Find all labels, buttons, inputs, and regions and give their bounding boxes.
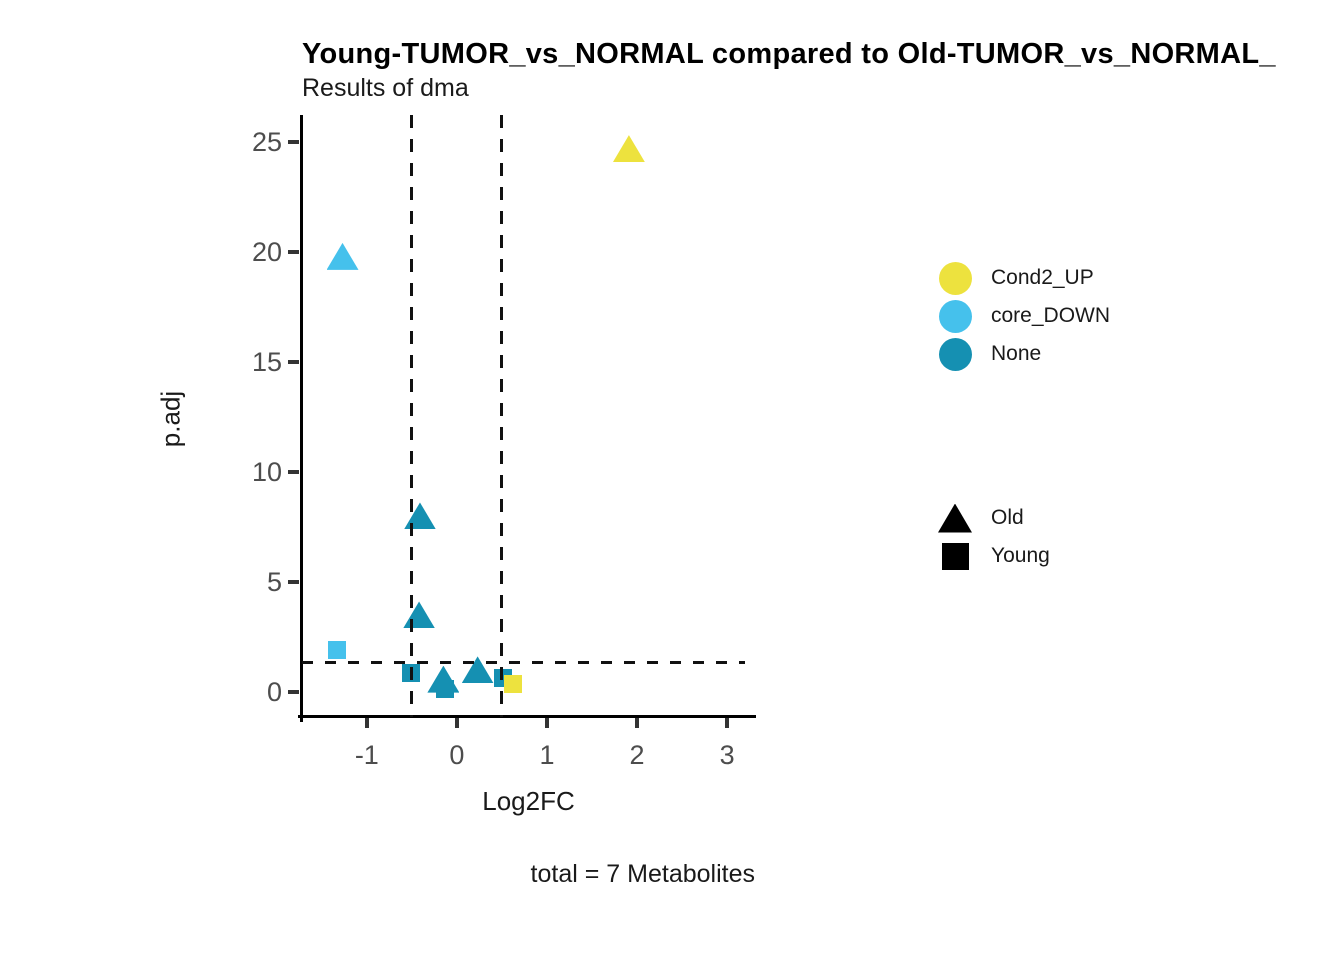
legend-entry: Old — [935, 499, 1050, 537]
legend-label: None — [991, 342, 1042, 365]
data-point-square — [503, 675, 522, 693]
y-axis-title: p.adj — [155, 390, 186, 448]
data-point-square — [328, 641, 347, 660]
legend-key-box — [935, 299, 975, 333]
y-axis-line — [300, 115, 303, 722]
x-axis-title: Log2FC — [482, 786, 575, 816]
legend-entry: Young — [935, 537, 1050, 575]
y-tick-label: 5 — [266, 566, 282, 597]
x-tick-label: 3 — [719, 740, 735, 770]
legend-key-box — [935, 261, 975, 295]
color-legend: Cond2_UP core_DOWN None — [935, 259, 1110, 373]
data-point-triangle — [612, 135, 645, 163]
legend-label: Young — [991, 544, 1050, 567]
x-tick — [725, 718, 730, 728]
y-tick-label: 15 — [251, 347, 282, 377]
x-tick — [454, 718, 459, 728]
plot-subtitle: Results of dma — [302, 74, 469, 102]
hline-threshold — [302, 660, 745, 664]
legend-label: Cond2_UP — [991, 266, 1094, 289]
data-point-triangle — [403, 601, 436, 629]
x-tick — [635, 718, 640, 728]
y-tick — [288, 140, 299, 145]
data-point-triangle — [326, 242, 359, 270]
shape-legend: Old Young — [935, 499, 1050, 575]
x-tick-label: 2 — [629, 740, 645, 770]
y-tick-label: 25 — [251, 127, 282, 158]
legend-entry: None — [935, 335, 1110, 373]
triangle-key-icon — [938, 503, 972, 533]
x-tick-label: -1 — [354, 740, 379, 770]
square-key-icon — [941, 542, 969, 570]
y-tick — [288, 689, 299, 694]
legend-label: core_DOWN — [991, 304, 1111, 327]
legend-entry: core_DOWN — [935, 297, 1110, 335]
x-tick — [544, 718, 549, 728]
y-tick-label: 10 — [251, 456, 282, 487]
x-tick-label: 0 — [449, 740, 465, 770]
x-tick — [364, 718, 369, 728]
y-tick — [288, 469, 299, 474]
x-tick-label: 1 — [539, 740, 555, 770]
legend-key-box — [935, 542, 975, 570]
y-tick — [288, 360, 299, 364]
y-tick-label: 20 — [251, 237, 282, 268]
circle-key-icon — [938, 299, 972, 333]
vline-threshold — [410, 115, 414, 717]
vline-threshold — [500, 115, 504, 717]
legend-key-box — [935, 503, 975, 533]
data-point-square — [436, 679, 455, 698]
x-axis-line — [298, 715, 756, 718]
circle-key-icon — [938, 337, 972, 371]
y-tick — [288, 250, 299, 255]
y-tick-label: 0 — [266, 676, 282, 707]
legend-label: Old — [991, 506, 1024, 529]
plot-title: Young-TUMOR_vs_NORMAL compared to Old-TU… — [302, 38, 1276, 70]
data-point-triangle — [403, 502, 436, 530]
circle-key-icon — [938, 261, 972, 295]
legend-key-box — [935, 337, 975, 371]
y-tick — [288, 579, 299, 584]
legend-entry: Cond2_UP — [935, 259, 1110, 297]
plot-caption: total = 7 Metabolites — [530, 860, 755, 888]
